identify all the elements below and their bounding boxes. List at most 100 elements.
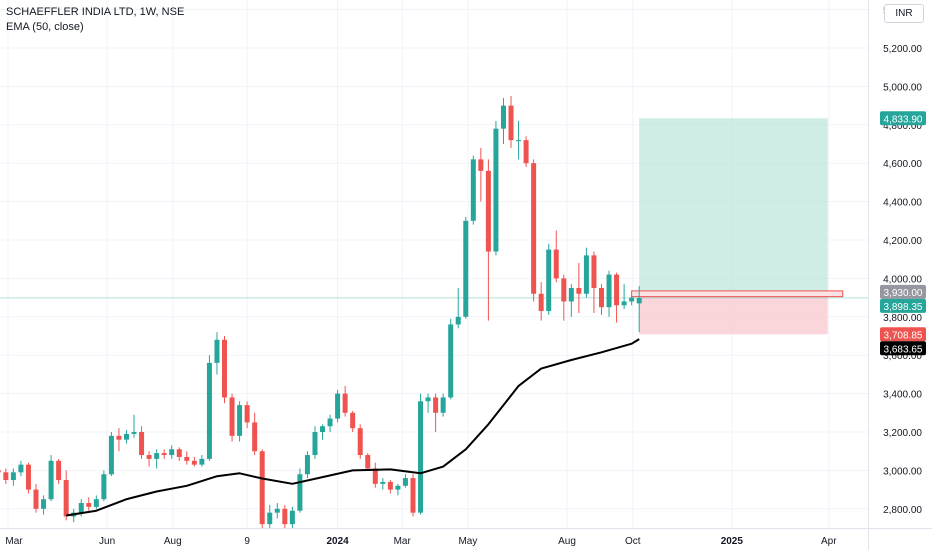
candle-body <box>478 159 484 171</box>
price-axis[interactable]: 2,800.00 3,000.00 3,200.00 3,400.00 3,600.00… <box>868 0 932 550</box>
candle-body <box>25 464 31 490</box>
price-tick-label: 4,000.00 <box>883 274 922 285</box>
price-tick-label: 5,000.00 <box>883 82 922 93</box>
candle-body <box>154 453 160 459</box>
candle-body <box>508 105 514 141</box>
price-tick-label: 3,800.00 <box>883 313 922 324</box>
candle-body <box>531 163 537 294</box>
candle-body <box>304 455 310 475</box>
candle-body <box>598 288 604 308</box>
candle-body <box>161 453 167 456</box>
price-tick-label: 2,800.00 <box>883 505 922 516</box>
price-tick-label: 5,200.00 <box>883 44 922 55</box>
candle-body <box>425 397 431 402</box>
candle-body <box>10 472 16 480</box>
candle-body <box>222 339 228 398</box>
candle-body <box>516 140 522 142</box>
candle-body <box>402 478 408 486</box>
candle-body <box>18 464 24 473</box>
time-tick-label: May <box>458 536 477 547</box>
candle-body <box>199 458 205 465</box>
ema-50-line <box>66 338 640 517</box>
chart-legend: SCHAEFFLER INDIA LTD, 1W, NSE EMA (50, c… <box>6 5 184 35</box>
price-label-bg <box>880 341 926 356</box>
candle-body <box>139 432 145 456</box>
candle-body <box>538 293 544 312</box>
candle-body <box>131 432 137 434</box>
price-tick-label: 4,800.00 <box>883 121 922 132</box>
candle-body <box>606 274 612 308</box>
entry-box[interactable] <box>631 290 844 298</box>
price-tick-label: 4,400.00 <box>883 198 922 209</box>
currency-button[interactable]: INR <box>884 4 924 23</box>
time-tick-label: Aug <box>164 536 182 547</box>
ema-indicator-label[interactable]: EMA (50, close) <box>6 21 84 33</box>
candle-body <box>433 397 439 413</box>
candle-body <box>274 508 280 513</box>
price-tick-label: 3,400.00 <box>883 390 922 401</box>
candle-body <box>123 433 129 440</box>
candle-body <box>463 220 469 317</box>
price-tick-label: 4,600.00 <box>883 159 922 170</box>
candle-body <box>493 128 499 252</box>
candle-body <box>621 301 627 306</box>
candle-body <box>448 324 454 398</box>
time-tick-label: Apr <box>821 536 837 547</box>
candle-body <box>252 422 258 452</box>
time-tick-label: Aug <box>558 536 576 547</box>
candle-body <box>48 460 54 500</box>
candle-body <box>455 316 461 325</box>
price-tick-label: 4,200.00 <box>883 236 922 247</box>
candle-body <box>0 470 1 473</box>
candle-body <box>93 499 99 507</box>
candle-body <box>289 510 295 525</box>
candle-body <box>629 297 635 302</box>
candle-body <box>320 426 326 432</box>
candle-body <box>410 478 416 513</box>
candle-body <box>86 503 92 507</box>
time-tick-label: 9 <box>244 536 250 547</box>
candles <box>0 96 642 530</box>
price-label-bg <box>880 327 926 342</box>
candle-body <box>440 397 446 413</box>
candle-body <box>282 508 288 525</box>
candle-body <box>169 449 175 456</box>
time-tick-label: 2025 <box>721 536 744 547</box>
candle-body <box>387 481 393 490</box>
grid-lines <box>0 0 868 528</box>
candle-body <box>327 418 333 427</box>
symbol-title[interactable]: SCHAEFFLER INDIA LTD, 1W, NSE <box>6 6 185 18</box>
candle-body <box>237 405 243 436</box>
price-label-bg <box>880 111 926 126</box>
candle-body <box>365 455 371 469</box>
candle-body <box>259 451 265 525</box>
price-tick-label: 3,200.00 <box>883 428 922 439</box>
candle-body <box>553 249 559 279</box>
long-position-tool[interactable] <box>0 118 868 335</box>
candle-body <box>184 456 190 461</box>
price-label-bg <box>880 284 926 299</box>
candle-body <box>591 255 597 288</box>
candle-body <box>561 278 567 302</box>
price-label-bg <box>880 298 926 313</box>
price-label-ema: 3,683.65 <box>884 344 923 355</box>
candle-body <box>357 428 363 456</box>
price-label-entry: 3,930.00 <box>884 288 923 299</box>
candle-body <box>500 105 506 129</box>
time-tick-label: Mar <box>5 536 23 547</box>
candle-body <box>568 288 574 302</box>
candle-body <box>78 503 84 513</box>
ema-line <box>66 338 640 517</box>
candle-body <box>176 449 182 457</box>
time-tick-label: Jun <box>99 536 115 547</box>
candle-body <box>191 460 197 465</box>
candle-body <box>63 480 69 517</box>
stop-zone[interactable] <box>639 291 828 335</box>
time-tick-label: Oct <box>625 536 641 547</box>
time-tick-label: Mar <box>394 536 412 547</box>
candle-body <box>267 512 273 525</box>
target-zone[interactable] <box>639 118 828 292</box>
time-axis-bg <box>0 528 932 550</box>
